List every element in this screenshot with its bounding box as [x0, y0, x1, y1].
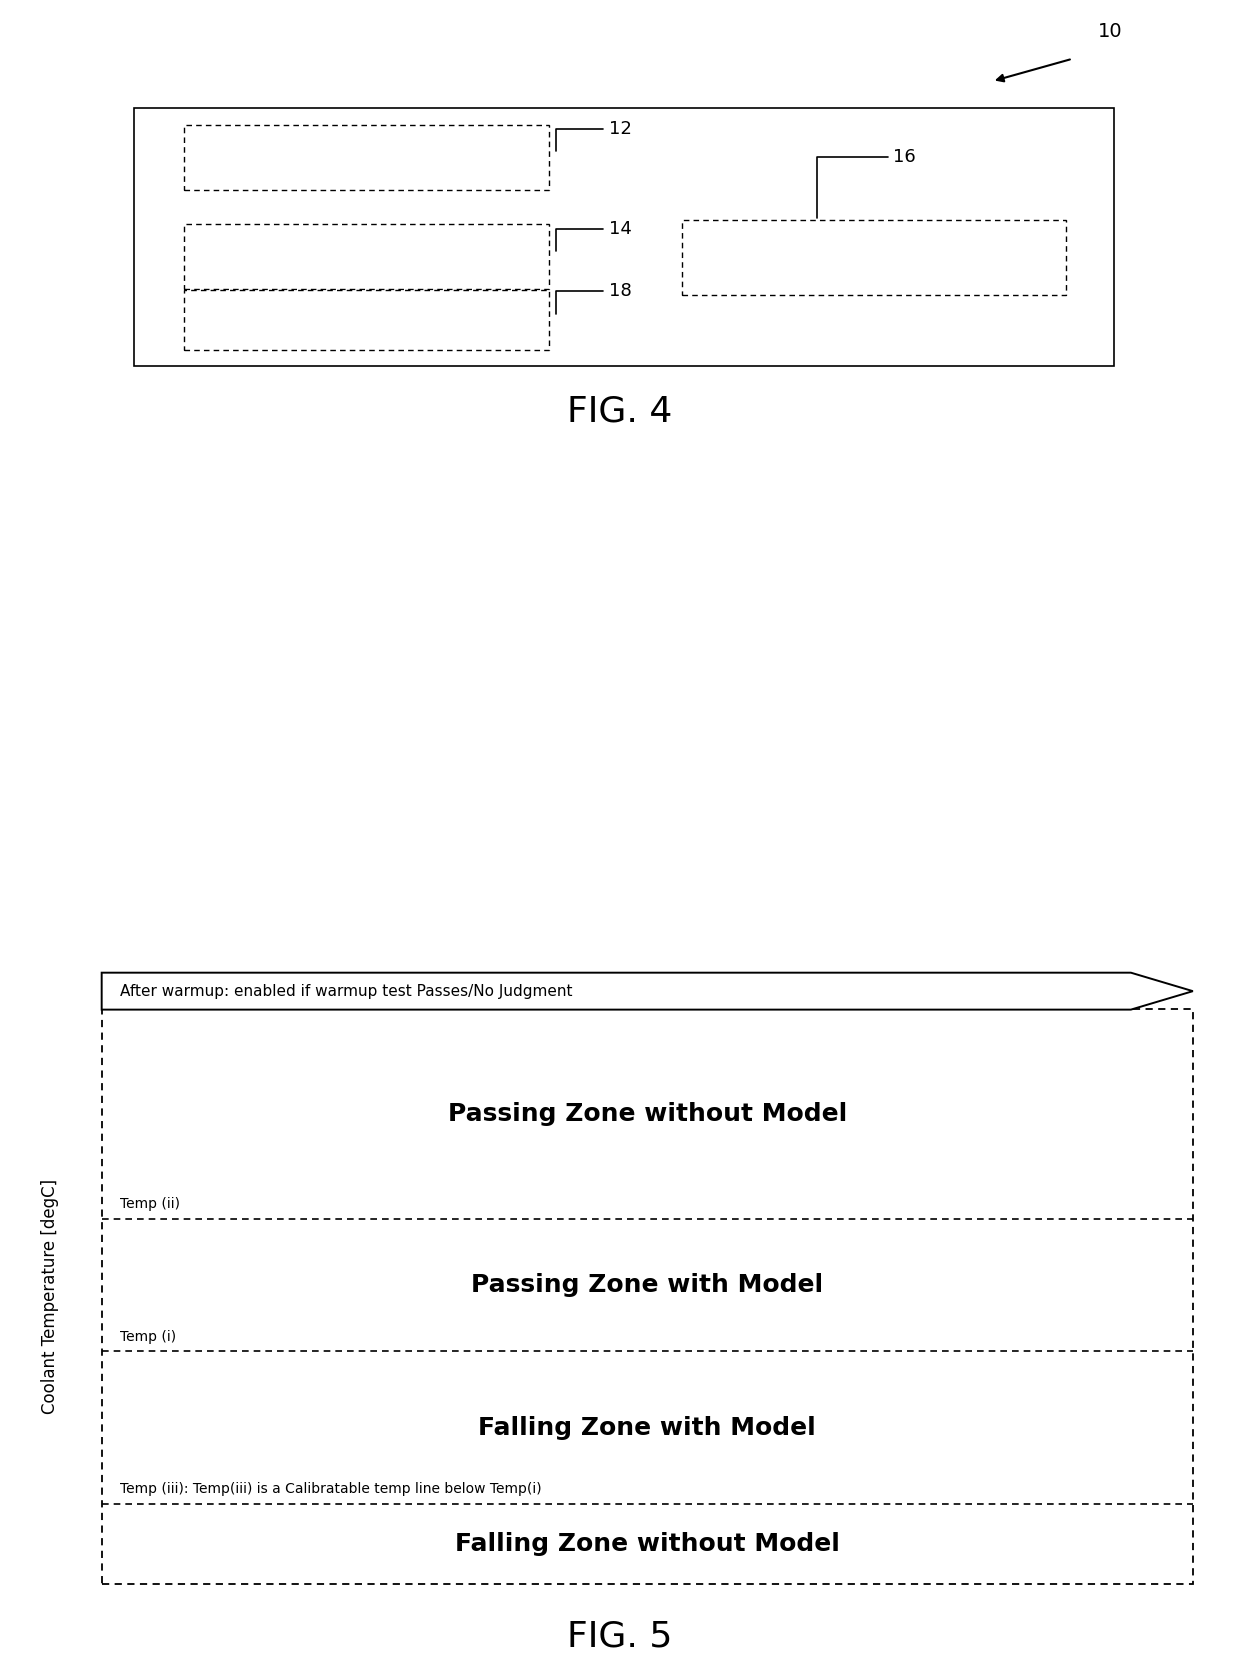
Text: After warmup: enabled if warmup test Passes/No Judgment: After warmup: enabled if warmup test Pas…: [120, 984, 573, 999]
Text: Coolant Temperature [degC]: Coolant Temperature [degC]: [41, 1179, 58, 1414]
Text: Temp (i): Temp (i): [120, 1330, 176, 1343]
Bar: [102, 1009, 1193, 1584]
Text: FIG. 5: FIG. 5: [568, 1619, 672, 1653]
Text: 14: 14: [556, 219, 631, 251]
Text: Falling Zone without Model: Falling Zone without Model: [455, 1532, 839, 1556]
Text: Temp (ii): Temp (ii): [120, 1198, 180, 1211]
Text: DISPLAY DEVICE: DISPLAY DEVICE: [795, 248, 954, 268]
Text: 18: 18: [556, 283, 631, 315]
Text: Falling Zone with Model: Falling Zone with Model: [479, 1415, 816, 1440]
Bar: [184, 125, 549, 189]
Bar: [184, 289, 549, 350]
Text: Passing Zone without Model: Passing Zone without Model: [448, 1103, 847, 1126]
Text: 10: 10: [1097, 22, 1122, 40]
Text: 12: 12: [556, 120, 631, 151]
Bar: [682, 221, 1066, 296]
Polygon shape: [102, 972, 1193, 1009]
Bar: [134, 109, 1114, 366]
Text: FIG. 4: FIG. 4: [568, 395, 672, 428]
Text: CONTROLLER: CONTROLLER: [300, 248, 433, 266]
Text: SENSOR: SENSOR: [326, 147, 407, 167]
Text: 16: 16: [817, 147, 916, 217]
Bar: [184, 224, 549, 289]
Text: Passing Zone with Model: Passing Zone with Model: [471, 1273, 823, 1297]
Text: STORAGE DEVICE: STORAGE DEVICE: [280, 310, 453, 330]
Text: Temp (iii): Temp(iii) is a Calibratable temp line below Temp(i): Temp (iii): Temp(iii) is a Calibratable …: [120, 1482, 542, 1496]
